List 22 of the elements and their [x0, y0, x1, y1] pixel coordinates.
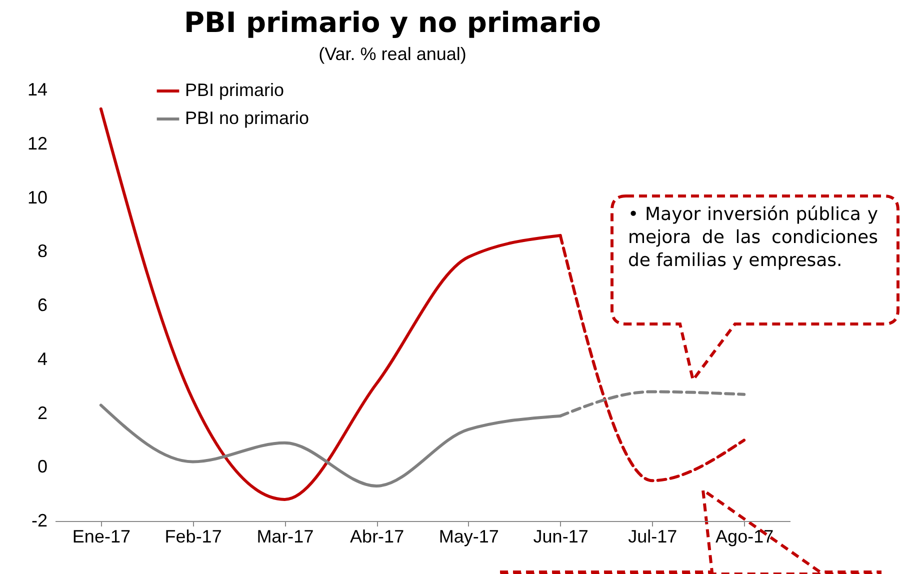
- y-tick-label: 14: [27, 80, 48, 100]
- legend-label: PBI no primario: [185, 108, 310, 128]
- y-tick-label: 10: [27, 187, 48, 208]
- y-tick-label: 8: [37, 241, 48, 262]
- legend-label: PBI primario: [185, 80, 284, 100]
- x-tick-label: Jun-17: [533, 526, 588, 546]
- x-tick-label: Mar-17: [256, 526, 314, 546]
- chart-subtitle: (Var. % real anual): [318, 44, 466, 64]
- y-tick-label: 6: [37, 295, 48, 315]
- y-tick-label: -2: [31, 510, 48, 530]
- y-tick-label: 2: [37, 402, 48, 423]
- x-tick-label: Feb-17: [164, 526, 222, 546]
- x-tick-label: Abr-17: [350, 526, 404, 546]
- x-tick-label: Ago-17: [716, 526, 774, 546]
- x-tick-label: Ene-17: [72, 526, 130, 546]
- chart-title: PBI primario y no primario: [184, 6, 602, 39]
- annotation: • Mayor inversión pública y mejora de las condiciones de familias y empresas.: [628, 203, 878, 272]
- y-tick-label: 4: [37, 348, 48, 369]
- y-tick-label: 12: [27, 133, 48, 154]
- x-tick-label: Jul-17: [628, 526, 678, 546]
- y-tick-label: 0: [37, 456, 48, 477]
- x-tick-label: May-17: [438, 526, 499, 546]
